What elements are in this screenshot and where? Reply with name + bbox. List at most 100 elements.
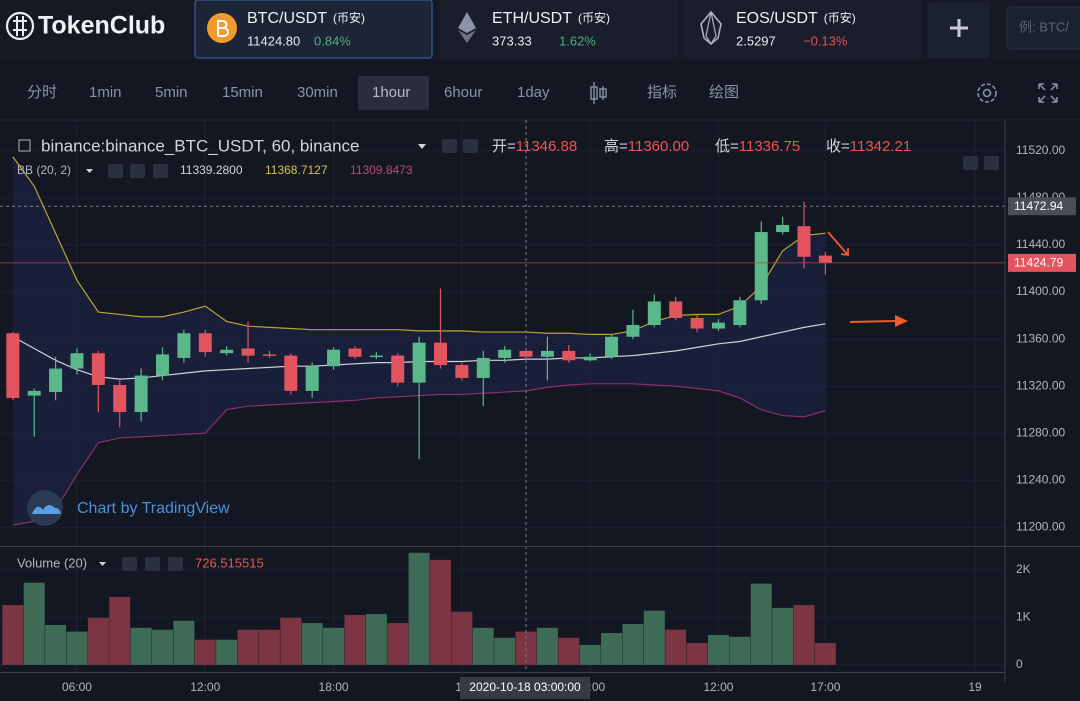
dropdown-caret[interactable] xyxy=(418,144,426,149)
logo-text: TokenClub xyxy=(38,12,165,40)
interval-button[interactable]: 1hour xyxy=(372,84,410,101)
candle-body xyxy=(455,365,469,378)
ticker-card-bg xyxy=(683,0,922,59)
dropdown-caret[interactable] xyxy=(86,169,93,173)
volume-bar xyxy=(686,643,708,665)
coin-icon xyxy=(458,12,476,33)
ticker-card[interactable]: EOS/USDT (币安) 2.5297 −0.13% xyxy=(683,0,922,59)
candle-body xyxy=(327,349,341,367)
crosshair-time-label: 2020-10-18 03:00:00 xyxy=(469,680,581,694)
legend-icon-button[interactable] xyxy=(442,139,457,153)
tool-button[interactable]: 指标 xyxy=(647,84,677,101)
legend-icon-button[interactable] xyxy=(145,557,160,571)
volume-bar xyxy=(494,637,516,665)
ohlc-legend: 高=11360.00 xyxy=(604,138,689,155)
last-price-label: 11424.79 xyxy=(1014,256,1063,270)
candle-body xyxy=(797,226,811,257)
volume-bar xyxy=(130,627,152,665)
ticker-exchange: (币安) xyxy=(578,10,610,25)
ticker-card[interactable]: ETH/USDT (币安) 373.33 1.62% xyxy=(439,0,678,59)
dropdown-caret[interactable] xyxy=(99,562,106,566)
settings-button[interactable] xyxy=(977,83,997,103)
x-tick-label: 17:00 xyxy=(810,680,840,694)
ohlc-value: 11346.88 xyxy=(516,138,577,155)
ticker-card[interactable]: BTC/USDT (币安) 11424.80 0.84% xyxy=(194,0,433,59)
chart-type-button[interactable] xyxy=(590,82,607,104)
ticker-pair: BTC/USDT (币安) xyxy=(247,10,365,27)
y-tick-label: 11400.00 xyxy=(1016,284,1065,298)
x-tick-label: 06:00 xyxy=(62,680,92,694)
watermark-text: Chart by TradingView xyxy=(77,500,230,517)
candle-body xyxy=(262,354,276,356)
ohlc-label: 开= xyxy=(492,138,516,155)
ohlc-legend: 开=11346.88 xyxy=(492,138,577,155)
search-box[interactable] xyxy=(1006,6,1080,50)
interval-button[interactable]: 5min xyxy=(155,84,188,101)
candle-body xyxy=(669,301,683,318)
ohlc-legend: 低=11336.75 xyxy=(715,138,800,155)
interval-button[interactable]: 6hour xyxy=(444,84,482,101)
volume-bar xyxy=(87,617,109,665)
legend-icon-button[interactable] xyxy=(108,164,123,178)
ohlc-value: 11360.00 xyxy=(628,138,689,155)
volume-bar xyxy=(237,629,259,665)
legend-icon-button[interactable] xyxy=(153,164,168,178)
coin-glyph xyxy=(705,11,717,46)
ohlc-label: 高= xyxy=(604,138,628,155)
ticker-pair: ETH/USDT (币安) xyxy=(492,10,610,27)
interval-button[interactable]: 1min xyxy=(89,84,122,101)
volume-bar xyxy=(536,627,558,665)
logo[interactable]: TokenClub xyxy=(5,12,165,41)
ticker-price: 2.5297 xyxy=(736,33,776,48)
volume-legend-label: Volume (20) xyxy=(17,555,87,570)
legend-icon-button[interactable] xyxy=(984,156,999,170)
last-price-label-bg xyxy=(1008,253,1076,272)
ticker-exchange: (币安) xyxy=(333,10,365,25)
legend-icon-button[interactable] xyxy=(963,156,978,170)
candle-body xyxy=(690,317,704,329)
y-tick-label: 11440.00 xyxy=(1016,237,1065,251)
volume-bar xyxy=(45,624,67,665)
interval-button[interactable]: 1day xyxy=(517,84,550,101)
candle-body xyxy=(6,333,20,398)
ohlc-legend: 收=11342.21 xyxy=(826,138,911,155)
ticker-pair: EOS/USDT (币安) xyxy=(736,10,856,27)
legend-icon-button[interactable] xyxy=(130,164,145,178)
interval-button[interactable]: 30min xyxy=(297,84,338,101)
volume-bar xyxy=(301,623,323,665)
tool-button[interactable]: 绘图 xyxy=(709,84,739,101)
interval-button[interactable]: 15min xyxy=(222,84,263,101)
fullscreen-button[interactable] xyxy=(1038,83,1058,103)
volume-bar xyxy=(408,552,430,665)
watermark[interactable]: Chart by TradingView xyxy=(27,490,230,526)
candle-body xyxy=(562,350,576,361)
candle-body xyxy=(540,350,554,357)
interval-button[interactable]: 分时 xyxy=(27,84,57,101)
candle-body xyxy=(391,355,405,383)
candle-body xyxy=(177,333,191,358)
candle-body xyxy=(498,349,512,358)
volume-bar xyxy=(258,629,280,665)
volume-legend-value: 726.515515 xyxy=(195,555,264,570)
candle-body xyxy=(818,255,832,263)
candle-body xyxy=(605,336,619,357)
candle-body xyxy=(305,366,319,391)
x-tick-label: 19 xyxy=(968,680,982,694)
legend-icon-button[interactable] xyxy=(463,139,478,153)
candle-body xyxy=(776,225,790,233)
y-tick-label: 11240.00 xyxy=(1016,472,1065,486)
chart: 11200.00 11240.00 11280.00 11320.00 11360.00… xyxy=(0,120,1080,699)
volume-bar xyxy=(66,631,88,665)
candle-body xyxy=(626,325,640,337)
candle-icon-body xyxy=(599,88,607,98)
legend-icon-button[interactable] xyxy=(122,557,137,571)
volume-bar xyxy=(216,639,238,665)
volume-bar xyxy=(750,583,772,665)
coin-icon xyxy=(458,30,476,43)
collapse-icon[interactable] xyxy=(18,139,31,152)
add-icon xyxy=(950,19,968,37)
volume-tick-label: 1K xyxy=(1016,610,1031,624)
drawing-arrow xyxy=(827,231,849,257)
legend-icon-button[interactable] xyxy=(168,557,183,571)
